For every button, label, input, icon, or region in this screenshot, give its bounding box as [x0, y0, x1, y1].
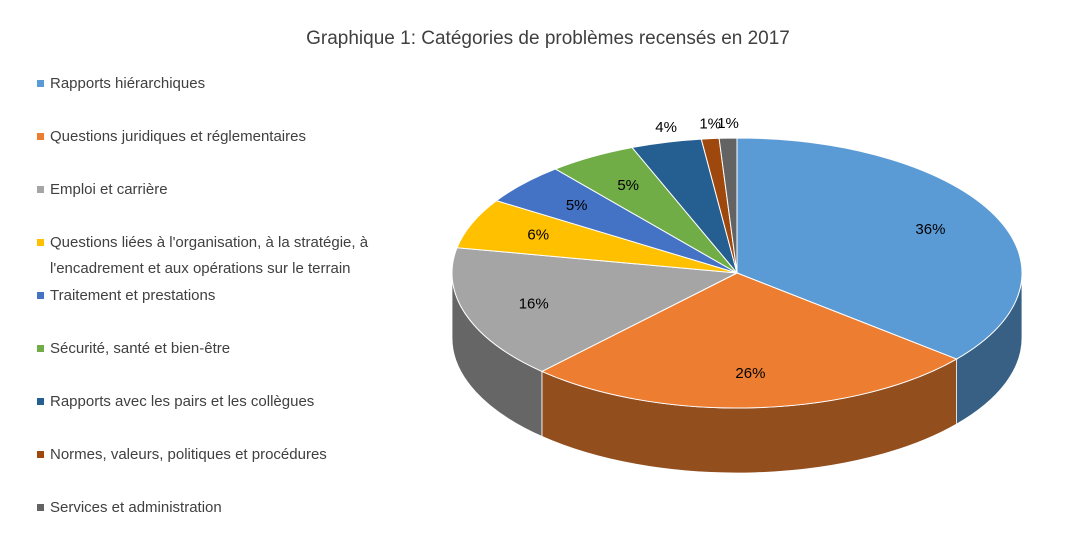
- slice: [540, 272, 958, 409]
- legend-swatch: [37, 292, 44, 299]
- legend-swatch: [37, 345, 44, 352]
- data-label: 36%: [915, 221, 945, 238]
- legend-item: Rapports avec les pairs et les collègues: [37, 389, 417, 442]
- data-label: 4%: [655, 119, 677, 136]
- legend-label: Sécurité, santé et bien-être: [50, 340, 231, 357]
- legend-item: Questions juridiques et réglementaires: [37, 124, 417, 177]
- data-label: 26%: [735, 365, 765, 382]
- legend-swatch: [37, 239, 44, 246]
- legend-item: Services et administration: [37, 495, 417, 548]
- chart-title: Graphique 1: Catégories de problèmes rec…: [306, 28, 790, 49]
- legend-swatch: [37, 451, 44, 458]
- legend-swatch: [37, 186, 44, 193]
- legend-item: Sécurité, santé et bien-être: [37, 336, 417, 389]
- legend-label: Emploi et carrière: [50, 181, 168, 198]
- legend-label: Questions liées à l'organisation, à la s…: [50, 234, 369, 277]
- legend-item: Normes, valeurs, politiques et procédure…: [37, 442, 417, 495]
- data-label: 6%: [527, 227, 549, 244]
- slice: [736, 137, 1023, 360]
- legend-label: Traitement et prestations: [50, 287, 216, 304]
- data-label: 16%: [519, 295, 549, 312]
- legend-label: Services et administration: [50, 499, 222, 516]
- legend-item: Emploi et carrière: [37, 177, 417, 230]
- data-label: 1%: [699, 116, 721, 133]
- legend-item: Traitement et prestations: [37, 283, 417, 336]
- legend-item: Questions liées à l'organisation, à la s…: [37, 230, 417, 283]
- legend-swatch: [37, 133, 44, 140]
- legend-swatch: [37, 80, 44, 87]
- legend-label: Rapports avec les pairs et les collègues: [50, 393, 315, 410]
- legend-label: Rapports hiérarchiques: [50, 75, 206, 92]
- legend-label: Questions juridiques et réglementaires: [50, 128, 306, 145]
- legend-label: Normes, valeurs, politiques et procédure…: [50, 446, 327, 463]
- slice: [451, 247, 739, 372]
- data-label: 1%: [717, 115, 739, 132]
- legend-item: Rapports hiérarchiques: [37, 71, 417, 124]
- legend-swatch: [37, 504, 44, 511]
- legend-swatch: [37, 398, 44, 405]
- slice: [718, 137, 738, 274]
- data-label: 5%: [566, 197, 588, 214]
- data-label: 5%: [617, 177, 639, 194]
- legend: Rapports hiérarchiques Questions juridiqu…: [37, 71, 417, 548]
